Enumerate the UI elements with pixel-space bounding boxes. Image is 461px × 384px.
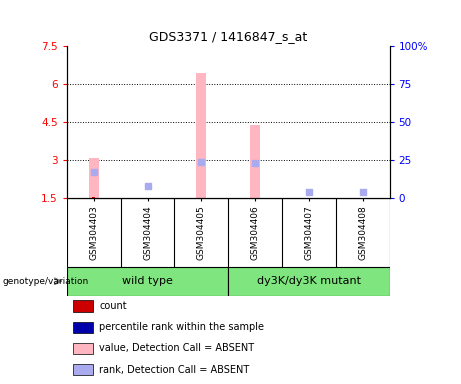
Point [144,183,151,189]
Text: dy3K/dy3K mutant: dy3K/dy3K mutant [257,276,361,286]
Bar [228,267,390,296]
Text: value, Detection Call = ABSENT: value, Detection Call = ABSENT [99,343,254,354]
Point [305,189,313,195]
Text: rank, Detection Call = ABSENT: rank, Detection Call = ABSENT [99,364,249,375]
Bar [73,343,93,354]
Text: count: count [99,301,127,311]
Point [90,169,97,175]
Bar [196,73,206,198]
Point [251,160,259,166]
Text: GSM304407: GSM304407 [304,205,313,260]
Bar [73,321,93,333]
Bar [73,300,93,312]
Text: GSM304404: GSM304404 [143,205,152,260]
Bar [89,158,99,198]
Bar [73,364,93,376]
Text: GSM304403: GSM304403 [89,205,98,260]
Text: wild type: wild type [122,276,173,286]
Bar [92,197,95,198]
Point [359,189,366,195]
Text: percentile rank within the sample: percentile rank within the sample [99,322,264,333]
Text: genotype/variation: genotype/variation [2,277,89,286]
Title: GDS3371 / 1416847_s_at: GDS3371 / 1416847_s_at [149,30,307,43]
Bar [250,125,260,198]
Text: GSM304408: GSM304408 [358,205,367,260]
Point [198,159,205,165]
Text: GSM304406: GSM304406 [251,205,260,260]
Bar [67,267,228,296]
Text: GSM304405: GSM304405 [197,205,206,260]
